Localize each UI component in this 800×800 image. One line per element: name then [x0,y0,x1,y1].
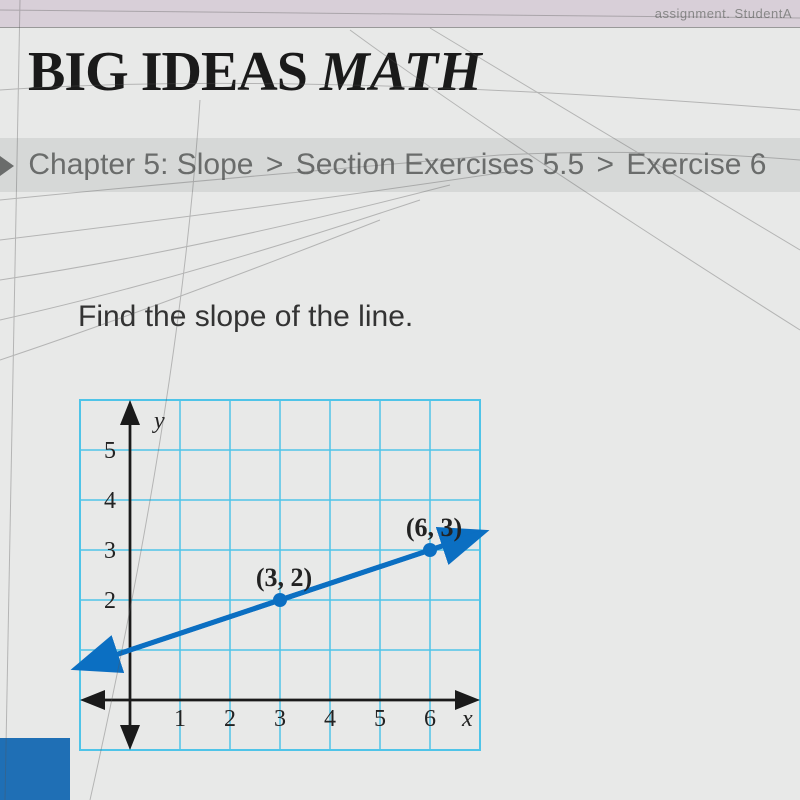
svg-text:(3, 2): (3, 2) [256,563,312,592]
svg-text:6: 6 [424,706,436,732]
svg-text:3: 3 [274,706,286,732]
breadcrumb-section[interactable]: Section Exercises 5.5 [296,148,584,181]
svg-text:2: 2 [104,588,116,614]
svg-text:2: 2 [224,706,236,732]
svg-text:(6, 3): (6, 3) [406,513,462,542]
question-text: Find the slope of the line. [78,300,413,334]
graph: 1 2 3 4 5 6 2 3 4 5 x y (3, 2) (6, 3) [70,390,500,775]
breadcrumb-exercise: Exercise 6 [626,148,766,181]
breadcrumb[interactable]: Chapter 5: Slope > Section Exercises 5.5… [0,138,800,192]
title-big: BIG IDEAS [28,41,307,103]
url-fragment-bar: assignment. StudentA [0,0,800,28]
page-title: BIG IDEAS MATH [28,40,482,104]
svg-text:5: 5 [104,438,116,464]
svg-text:y: y [152,408,165,434]
breadcrumb-chapter[interactable]: Chapter 5: Slope [28,148,253,181]
svg-text:4: 4 [104,488,116,514]
blue-corner-badge [0,738,70,800]
breadcrumb-sep: > [593,148,619,181]
svg-text:4: 4 [324,706,336,732]
svg-text:3: 3 [104,538,116,564]
breadcrumb-sep: > [262,148,288,181]
svg-text:1: 1 [174,706,186,732]
svg-text:5: 5 [374,706,386,732]
svg-text:x: x [461,706,473,732]
title-math: MATH [320,41,482,103]
chevron-right-icon [0,156,14,176]
